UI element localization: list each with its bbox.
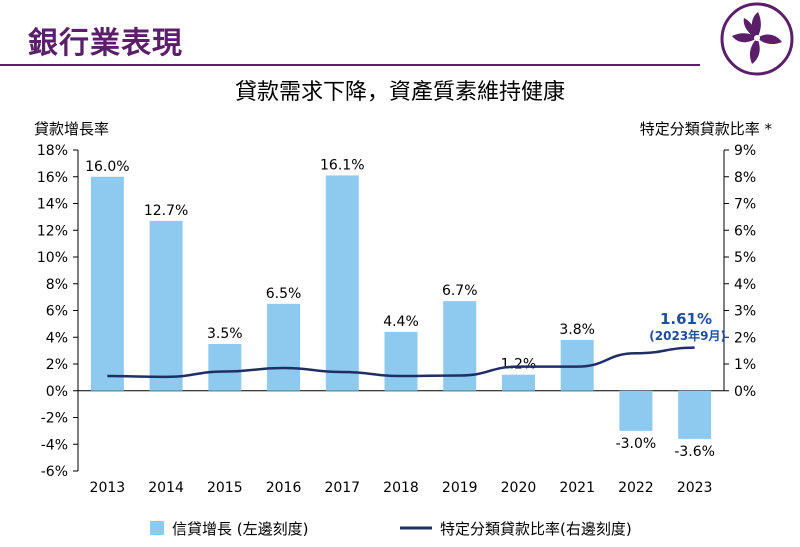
left-tick-label: 12%: [37, 223, 68, 239]
bar-2022: [619, 390, 653, 431]
x-label-2018: 2018: [383, 480, 419, 496]
bar-label-2015: 3.5%: [207, 326, 243, 342]
right-tick-label: 2%: [734, 330, 756, 346]
x-label-2017: 2017: [324, 480, 360, 496]
left-tick-label: 4%: [46, 330, 68, 346]
bar-label-2014: 12.7%: [144, 203, 188, 219]
left-tick-label: 0%: [46, 384, 68, 400]
annotation-value: 1.61%: [660, 310, 712, 328]
annotation-subtext: (2023年9月): [649, 328, 726, 343]
bar-2020: [501, 374, 535, 391]
bar-label-2018: 4.4%: [383, 314, 419, 330]
slide-title: 銀行業表現: [28, 26, 183, 61]
right-tick-label: 4%: [734, 277, 756, 293]
right-tick-label: 8%: [734, 170, 756, 186]
bauhinia-flower-icon: [720, 2, 794, 76]
chart-title: 貸款需求下降，資產質素維持健康: [234, 80, 565, 105]
x-label-2016: 2016: [266, 480, 302, 496]
left-tick-label: 16%: [37, 170, 68, 186]
left-tick-label: -6%: [41, 464, 68, 480]
bar-label-2016: 6.5%: [266, 286, 302, 302]
left-axis-ticks: 18% 16% 14% 12% 10% 8% 6% 4% 2% 0% -2% -4% -6%: [37, 143, 78, 480]
left-tick-label: 18%: [37, 143, 68, 159]
bar-series: [90, 175, 712, 439]
bar-2014: [149, 220, 183, 391]
x-label-2022: 2022: [618, 480, 654, 496]
left-tick-label: 8%: [46, 277, 68, 293]
x-label-2020: 2020: [501, 480, 537, 496]
left-axis-title: 貸款增長率: [34, 120, 109, 138]
bar-2016: [267, 303, 301, 391]
x-axis-labels: 2013 2014 2015 2016 2017 2018 2019 2020 2021 2022…: [90, 480, 713, 496]
right-tick-label: 7%: [734, 197, 756, 213]
bar-2017: [325, 175, 359, 391]
right-tick-label: 5%: [734, 250, 756, 266]
x-label-2013: 2013: [90, 480, 126, 496]
bar-2015: [208, 343, 242, 391]
bar-label-2020: 1.2%: [501, 357, 537, 373]
legend-bar-label: 信貸增長 (左邊刻度): [172, 520, 308, 538]
x-label-2019: 2019: [442, 480, 478, 496]
x-label-2021: 2021: [559, 480, 595, 496]
left-tick-label: -2%: [41, 411, 68, 427]
x-label-2014: 2014: [148, 480, 184, 496]
bar-label-2022: -3.0%: [616, 436, 657, 452]
legend: 信貸增長 (左邊刻度) 特定分類貸款比率(右邊刻度): [150, 520, 632, 538]
npl-ratio-line: [107, 346, 695, 379]
right-tick-label: 3%: [734, 304, 756, 320]
left-tick-label: 6%: [46, 304, 68, 320]
right-tick-label: 6%: [734, 223, 756, 239]
legend-bar-swatch: [150, 521, 164, 535]
legend-line-label: 特定分類貸款比率(右邊刻度): [440, 520, 632, 538]
left-tick-label: 2%: [46, 357, 68, 373]
bar-label-2021: 3.8%: [559, 322, 595, 338]
left-tick-label: 14%: [37, 197, 68, 213]
right-axis-title: 特定分類貸款比率 *: [640, 120, 773, 138]
right-axis-ticks: 9% 8% 7% 6% 5% 4% 3% 2% 1% 0%: [724, 143, 756, 400]
bar-2013: [90, 176, 124, 391]
right-tick-label: 9%: [734, 143, 756, 159]
bar-2018: [384, 331, 418, 391]
bar-2023: [678, 390, 712, 439]
bar-label-2017: 16.1%: [320, 157, 364, 173]
bar-data-labels: 16.0% 12.7% 3.5% 6.5% 16.1% 4.4% 6.7% 1.2% 3.8% -…: [85, 157, 715, 459]
right-tick-label: 0%: [734, 384, 756, 400]
left-tick-label: 10%: [37, 250, 68, 266]
x-label-2015: 2015: [207, 480, 243, 496]
title-divider: [0, 64, 700, 66]
left-tick-label: -4%: [41, 437, 68, 453]
bar-label-2023: -3.6%: [674, 444, 715, 460]
bar-2019: [443, 301, 477, 391]
bar-label-2019: 6.7%: [442, 283, 478, 299]
x-label-2023: 2023: [677, 480, 713, 496]
right-tick-label: 1%: [734, 357, 756, 373]
bar-label-2013: 16.0%: [85, 159, 129, 175]
